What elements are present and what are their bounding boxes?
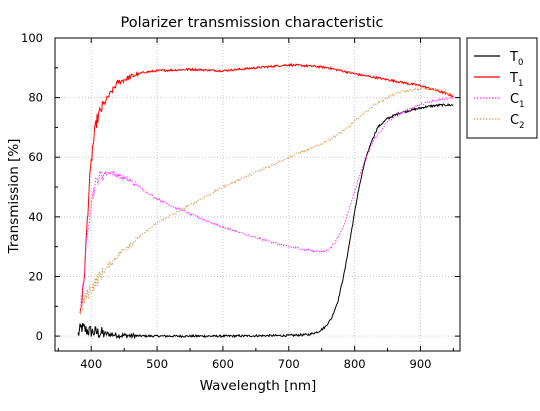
series-line-t0 xyxy=(77,103,454,340)
x-tick-label: 500 xyxy=(146,357,168,371)
axis-ticks: 400 500 600 700 800 900 0 20 40 60 80 100 xyxy=(21,31,460,371)
series-line-c1 xyxy=(80,96,454,309)
x-tick-label: 800 xyxy=(344,357,366,371)
x-tick-label: 900 xyxy=(410,357,432,371)
x-tick-label: 700 xyxy=(278,357,300,371)
legend-label-subscript: 0 xyxy=(518,58,523,68)
legend-label-subscript: 1 xyxy=(518,79,523,89)
y-tick-label: 0 xyxy=(36,329,43,343)
x-tick-label: 600 xyxy=(212,357,234,371)
legend-label-subscript: 1 xyxy=(519,100,524,110)
grid xyxy=(55,38,460,351)
y-tick-label: 80 xyxy=(28,91,43,105)
y-tick-label: 20 xyxy=(28,269,43,283)
y-tick-label: 40 xyxy=(28,210,43,224)
series-group xyxy=(77,62,454,340)
x-axis-label: Wavelength [nm] xyxy=(200,378,317,394)
series-line-t1 xyxy=(79,62,454,314)
y-tick-label: 100 xyxy=(21,31,43,45)
y-tick-label: 60 xyxy=(28,150,43,164)
chart-title: Polarizer transmission characteristic xyxy=(120,15,383,31)
x-tick-label: 400 xyxy=(80,357,102,371)
legend-label-subscript: 2 xyxy=(519,121,524,131)
plot-frame xyxy=(54,37,461,352)
legend xyxy=(466,37,538,139)
y-axis-label: Transmission [%] xyxy=(6,139,22,255)
series-line-c2 xyxy=(80,86,454,315)
